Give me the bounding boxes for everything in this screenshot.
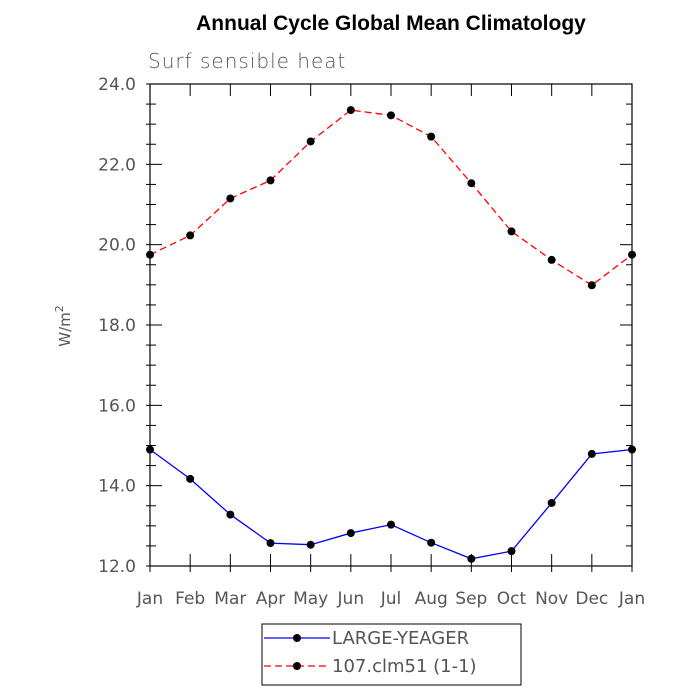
series-line — [149, 109, 633, 287]
series-line — [149, 448, 633, 560]
chart-title: Annual Cycle Global Mean Climatology — [196, 12, 586, 35]
data-point — [467, 179, 476, 188]
data-point — [306, 137, 315, 146]
data-point — [346, 529, 355, 538]
x-tick-label: Apr — [256, 589, 285, 609]
series-1 — [146, 445, 636, 563]
legend-item-1: LARGE-YEAGER — [264, 628, 469, 649]
x-tick-label: May — [293, 589, 328, 609]
y-tick-label: 22.0 — [98, 155, 136, 175]
data-point — [587, 281, 596, 290]
data-point — [346, 106, 355, 115]
data-point — [507, 547, 516, 556]
y-axis-label-superscript: 2 — [53, 305, 66, 312]
axis-ticks — [146, 83, 633, 572]
data-point — [387, 520, 395, 529]
y-tick-label: 12.0 — [98, 557, 136, 577]
legend: LARGE-YEAGER 107.clm51 (1-1) — [261, 623, 522, 686]
legend-label: LARGE-YEAGER — [332, 628, 469, 649]
legend-label: 107.clm51 (1-1) — [332, 656, 477, 677]
legend-item-2: 107.clm51 (1-1) — [264, 656, 477, 677]
data-point — [266, 176, 275, 185]
data-point — [266, 539, 275, 548]
y-tick-label: 16.0 — [98, 396, 136, 416]
x-tick-label: Jun — [337, 589, 365, 609]
legend-marker — [293, 662, 301, 670]
y-tick-labels: 12.0 14.0 16.0 18.0 20.0 22.0 24.0 — [98, 75, 136, 577]
legend-marker — [293, 634, 301, 642]
x-tick-label: Jan — [136, 589, 163, 609]
data-point — [467, 554, 476, 563]
series-2 — [146, 106, 636, 290]
plot-frame — [149, 83, 633, 567]
data-point — [226, 194, 235, 203]
x-tick-label: Jan — [618, 589, 645, 609]
x-tick-label: Dec — [575, 589, 608, 609]
x-tick-label: Aug — [415, 589, 448, 609]
data-point — [387, 111, 395, 120]
x-tick-label: Oct — [497, 589, 527, 609]
data-point — [507, 227, 516, 236]
chart-subtitle: Surf sensible heat — [148, 49, 346, 73]
y-tick-label: 24.0 — [98, 75, 136, 95]
series-layer — [146, 106, 636, 563]
y-tick-label: 14.0 — [98, 477, 136, 497]
data-point — [427, 132, 436, 141]
legend-items: LARGE-YEAGER 107.clm51 (1-1) — [264, 628, 477, 677]
x-tick-label: Jul — [380, 589, 402, 609]
x-tick-label: Sep — [455, 589, 487, 609]
data-point — [587, 449, 596, 458]
y-tick-label: 18.0 — [98, 316, 136, 336]
data-point — [547, 255, 556, 264]
x-tick-label: Nov — [535, 589, 568, 609]
y-tick-label: 20.0 — [98, 236, 136, 256]
legend-box — [261, 623, 522, 686]
x-tick-label: Feb — [175, 589, 205, 609]
data-point — [547, 498, 556, 507]
x-tick-label: Mar — [214, 589, 246, 609]
y-axis-label: W/m2 — [53, 305, 74, 347]
data-point — [186, 474, 195, 483]
data-point — [186, 231, 195, 240]
data-point — [306, 540, 315, 549]
data-point — [427, 538, 436, 547]
x-tick-labels: Jan Feb Mar Apr May Jun Jul Aug Sep Oct Nov Dec Jan — [136, 589, 645, 609]
y-axis-label-base: W/m — [56, 312, 74, 347]
data-point — [226, 510, 235, 519]
